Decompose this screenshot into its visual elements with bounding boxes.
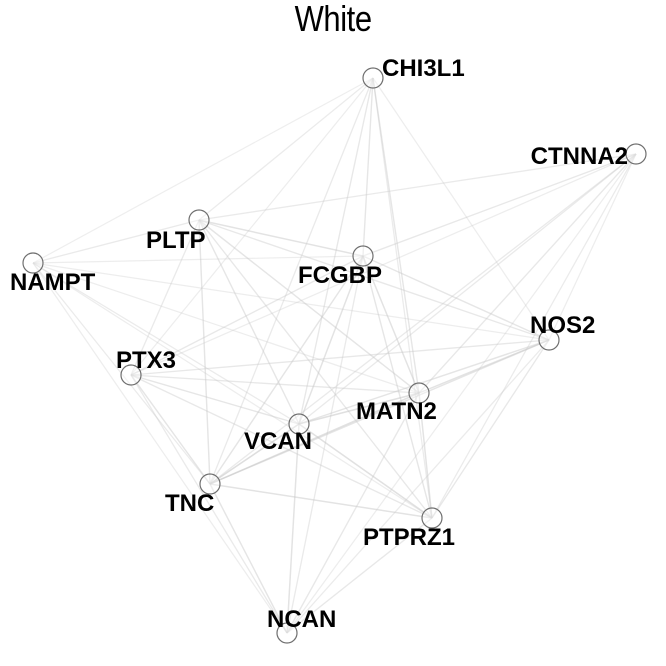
node-label-matn2: MATN2	[356, 398, 437, 425]
edge-fcgbp-nos2	[362, 255, 550, 341]
edge-ctnna2-tnc	[209, 153, 637, 485]
edge-matn2-ptprz1	[418, 392, 433, 519]
node-label-ncan: NCAN	[267, 606, 336, 633]
edge-ctnna2-vcan	[298, 153, 637, 425]
node-label-fcgbp: FCGBP	[298, 262, 382, 289]
edge-matn2-tnc	[209, 392, 420, 485]
node-ptprz1	[421, 507, 443, 529]
edge-ptx3-ncan	[130, 374, 288, 634]
edge-nampt-ptprz1	[32, 262, 433, 519]
edge-nos2-ncan	[286, 339, 550, 634]
edge-pltp-fcgbp	[198, 219, 364, 257]
node-label-ptprz1: PTPRZ1	[363, 524, 455, 551]
edge-ptx3-vcan	[130, 374, 300, 425]
edge-chi3l1-ptx3	[130, 77, 374, 376]
edge-ctnna2-ptprz1	[431, 153, 637, 519]
edge-fcgbp-tnc	[209, 255, 364, 485]
edge-chi3l1-vcan	[298, 77, 374, 425]
node-vcan	[288, 413, 310, 435]
node-ctnna2	[625, 143, 647, 165]
edge-vcan-ncan	[286, 423, 300, 634]
node-label-ptx3: PTX3	[116, 347, 176, 374]
edge-nampt-nos2	[32, 262, 550, 341]
edge-pltp-vcan	[198, 219, 300, 425]
edge-vcan-ptprz1	[298, 423, 433, 519]
node-label-vcan: VCAN	[244, 428, 312, 455]
edge-vcan-tnc	[209, 423, 300, 485]
edge-nampt-vcan	[32, 262, 300, 425]
edges-layer	[32, 77, 637, 634]
node-label-nampt: NAMPT	[10, 269, 96, 296]
edge-tnc-ptprz1	[209, 483, 433, 519]
edge-nos2-vcan	[298, 339, 550, 425]
node-label-nos2: NOS2	[530, 312, 595, 339]
edge-fcgbp-matn2	[362, 255, 420, 394]
edge-pltp-ptprz1	[198, 219, 433, 519]
node-nampt	[22, 252, 44, 274]
edge-chi3l1-nos2	[372, 77, 550, 341]
edge-ctnna2-pltp	[198, 153, 637, 221]
edge-pltp-nampt	[32, 219, 200, 264]
labels-layer: CHI3L1 CTNNA2 PLTP FCGBP NAMPT NOS2 PTX3 MATN2 V…	[10, 55, 628, 633]
edge-matn2-ncan	[286, 392, 420, 634]
node-tnc	[199, 473, 221, 495]
node-label-pltp: PLTP	[146, 227, 206, 254]
edge-chi3l1-pltp	[198, 77, 374, 221]
edge-ptx3-ptprz1	[130, 374, 433, 519]
edge-chi3l1-fcgbp	[362, 77, 374, 257]
edge-fcgbp-vcan	[298, 255, 364, 425]
edge-ctnna2-fcgbp	[362, 153, 637, 257]
edge-pltp-ptx3	[130, 219, 200, 376]
edge-nos2-ptx3	[130, 339, 550, 376]
edge-tnc-ncan	[209, 483, 288, 634]
edge-nos2-matn2	[418, 339, 550, 394]
edge-chi3l1-tnc	[209, 77, 374, 485]
edge-nos2-ptprz1	[431, 339, 550, 519]
edge-ctnna2-matn2	[418, 153, 637, 394]
edge-ptprz1-ncan	[286, 517, 433, 634]
node-label-chi3l1: CHI3L1	[382, 55, 465, 82]
nodes-layer	[22, 67, 647, 644]
node-chi3l1	[362, 67, 384, 89]
edge-pltp-nos2	[198, 219, 550, 341]
edge-fcgbp-ptx3	[130, 255, 364, 376]
node-ncan	[276, 622, 298, 644]
page-title: White	[294, 0, 372, 39]
edge-ctnna2-nos2	[548, 153, 637, 341]
edge-ptx3-matn2	[130, 374, 420, 394]
node-matn2	[408, 382, 430, 404]
edge-fcgbp-ncan	[286, 255, 364, 634]
node-label-tnc: TNC	[165, 490, 214, 517]
edge-ctnna2-ncan	[286, 153, 637, 634]
edge-fcgbp-ptprz1	[362, 255, 433, 519]
node-label-ctnna2: CTNNA2	[531, 143, 628, 170]
edge-matn2-vcan	[298, 392, 420, 425]
node-pltp	[188, 209, 210, 231]
edge-chi3l1-ptprz1	[372, 77, 433, 519]
edge-pltp-matn2	[198, 219, 420, 394]
node-fcgbp	[352, 245, 374, 267]
node-ptx3	[120, 364, 142, 386]
edge-nampt-ncan	[32, 262, 288, 634]
edge-fcgbp-nampt	[32, 255, 364, 264]
edge-chi3l1-nampt	[32, 77, 374, 264]
edge-chi3l1-matn2	[372, 77, 420, 394]
edge-ctnna2-ptx3	[130, 153, 637, 376]
edge-nampt-matn2	[32, 262, 420, 394]
node-nos2	[538, 329, 560, 351]
edge-pltp-tnc	[198, 219, 211, 485]
edge-ptx3-tnc	[130, 374, 211, 485]
